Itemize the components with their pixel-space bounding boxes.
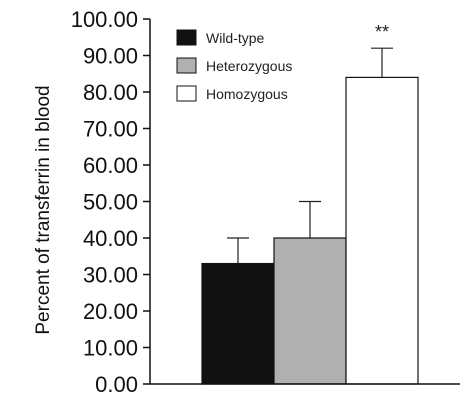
legend-swatch bbox=[176, 57, 197, 74]
bars bbox=[201, 76, 419, 385]
y-tick-label: 80.00 bbox=[83, 80, 138, 105]
y-tick-label: 70.00 bbox=[83, 117, 138, 142]
y-tick-label: 10.00 bbox=[83, 336, 138, 361]
y-axis-title: Percent of transferrin in blood bbox=[33, 85, 54, 334]
y-tick-label: 0.00 bbox=[95, 372, 138, 397]
bar-heterozygous bbox=[273, 237, 347, 385]
y-tick-label: 100.00 bbox=[71, 7, 138, 32]
significance-annotation: ** bbox=[375, 22, 389, 42]
y-tick-label: 20.00 bbox=[83, 299, 138, 324]
y-tick-label: 30.00 bbox=[83, 263, 138, 288]
legend-label: Wild-type bbox=[206, 30, 265, 46]
legend-swatch bbox=[176, 29, 197, 46]
bar-homozygous bbox=[345, 76, 419, 385]
legend-swatch bbox=[176, 85, 197, 102]
y-tick-label: 90.00 bbox=[83, 44, 138, 69]
error-bars: ** bbox=[227, 22, 393, 264]
y-tick-label: 50.00 bbox=[83, 190, 138, 215]
bar-wild-type bbox=[201, 262, 275, 385]
y-axis: 0.00 10.00 20.00 30.00 40.00 50.00 60.00 70.00 8… bbox=[71, 7, 150, 397]
y-tick-label: 60.00 bbox=[83, 153, 138, 178]
legend: Wild-type Heterozygous Homozygous bbox=[176, 29, 292, 102]
y-tick-label: 40.00 bbox=[83, 226, 138, 251]
legend-label: Heterozygous bbox=[206, 58, 292, 74]
legend-label: Homozygous bbox=[206, 86, 288, 102]
